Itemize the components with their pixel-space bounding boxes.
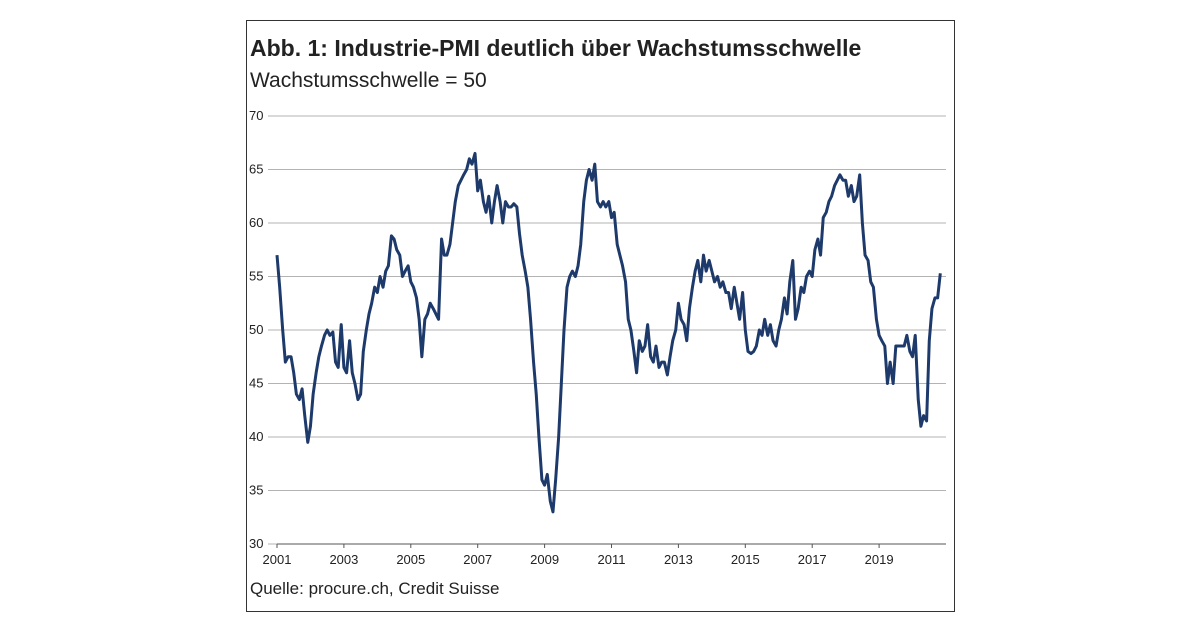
x-tick-label: 2017 <box>798 552 827 567</box>
x-tick-label: 2007 <box>463 552 492 567</box>
y-tick-label: 70 <box>249 108 263 123</box>
y-tick-label: 30 <box>249 536 263 551</box>
x-tick-label: 2015 <box>731 552 760 567</box>
x-tick-label: 2003 <box>329 552 358 567</box>
source: Quelle: procure.ch, Credit Suisse <box>250 579 499 598</box>
y-tick-label: 45 <box>249 376 263 391</box>
x-tick-label: 2001 <box>263 552 292 567</box>
y-tick-label: 60 <box>249 215 263 230</box>
x-tick-label: 2019 <box>865 552 894 567</box>
x-tick-label: 2011 <box>598 552 626 567</box>
y-tick-label: 50 <box>249 322 263 337</box>
x-tick-label: 2009 <box>530 552 559 567</box>
y-tick-label: 65 <box>249 162 263 177</box>
frame <box>246 20 955 612</box>
y-tick-label: 35 <box>249 483 263 498</box>
chart-subtitle: Wachstumsschwelle = 50 <box>250 69 487 92</box>
x-tick-label: 2005 <box>396 552 425 567</box>
y-tick-label: 55 <box>249 269 263 284</box>
x-tick-label: 2013 <box>664 552 693 567</box>
pmi-line <box>275 151 942 514</box>
y-tick-label: 40 <box>249 429 263 444</box>
chart-title: Abb. 1: Industrie-PMI deutlich über Wach… <box>250 35 861 61</box>
